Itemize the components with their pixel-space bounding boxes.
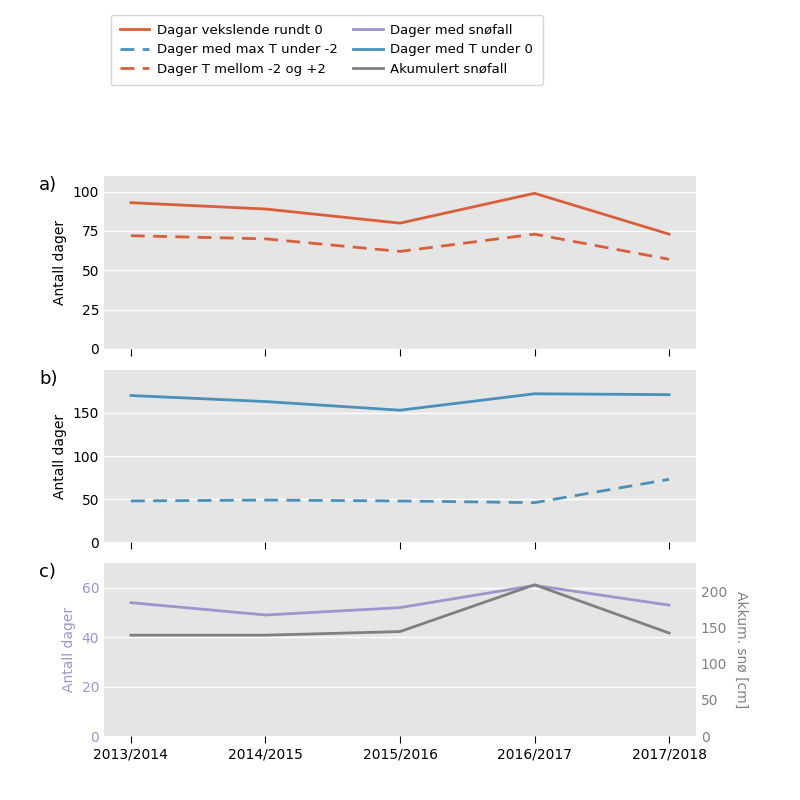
Legend: Dagar vekslende rundt 0, Dager med max T under -2, Dager T mellom -2 og +2, Dage: Dagar vekslende rundt 0, Dager med max T…: [110, 14, 542, 86]
Y-axis label: Akkum. snø [cm]: Akkum. snø [cm]: [734, 591, 748, 708]
Y-axis label: Antall dager: Antall dager: [62, 607, 76, 692]
Y-axis label: Antall dager: Antall dager: [54, 414, 67, 498]
Text: a): a): [39, 176, 57, 194]
Y-axis label: Antall dager: Antall dager: [54, 220, 67, 305]
Text: c): c): [39, 563, 56, 581]
Text: b): b): [39, 370, 58, 387]
